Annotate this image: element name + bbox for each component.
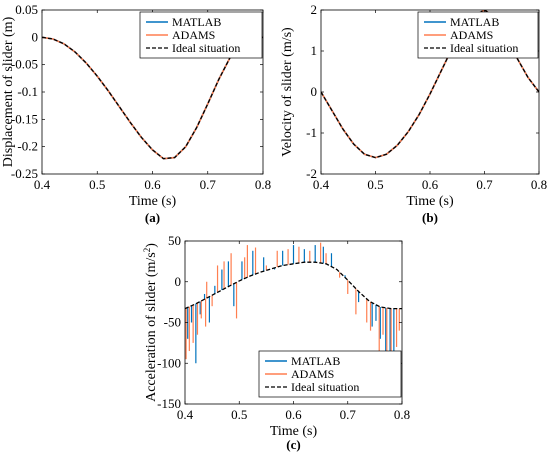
x-axis-label: Time (s) bbox=[129, 194, 177, 209]
y-tick-label: 0.05 bbox=[15, 2, 38, 17]
y-tick-label: -100 bbox=[157, 355, 181, 370]
panel-label: (c) bbox=[286, 437, 300, 452]
x-tick-label: 0.5 bbox=[231, 407, 247, 422]
y-axis-label: Acceleration of slider (m/s2) bbox=[142, 243, 159, 402]
x-tick-label: 0.7 bbox=[200, 177, 217, 192]
x-tick-label: 0.8 bbox=[394, 407, 410, 422]
x-tick-label: 0.8 bbox=[255, 177, 271, 192]
x-axis-label: Time (s) bbox=[406, 194, 454, 209]
y-tick-label: -0.25 bbox=[11, 166, 38, 181]
y-tick-label: -2 bbox=[306, 166, 317, 181]
x-tick-label: 0.5 bbox=[89, 177, 105, 192]
x-tick-label: 0.4 bbox=[34, 177, 51, 192]
legend-label-adams: ADAMS bbox=[291, 367, 334, 381]
chart-panel-1: 0.4 0.5 0.6 0.7 0.8 0.05 0 -0.05 -0.1 -0.15 -0.2 -0… bbox=[1, 2, 271, 225]
legend-label-adams: ADAMS bbox=[172, 28, 215, 42]
chart-panel-2: 0.4 0.5 0.6 0.7 0.8 2 1 0 -1 -2 Time (s) Velocity o… bbox=[280, 2, 547, 225]
y-tick-label: -50 bbox=[164, 315, 181, 330]
x-tick-label: 0.7 bbox=[340, 407, 357, 422]
y-axis-label: Velocity of slider (m/s) bbox=[280, 27, 295, 157]
legend-label-ideal-situation: Ideal situation bbox=[172, 41, 240, 55]
y-tick-label: -0.2 bbox=[17, 139, 38, 154]
legend-label-matlab: MATLAB bbox=[172, 15, 221, 29]
legend-label-ideal-situation: Ideal situation bbox=[291, 380, 359, 394]
x-tick-label: 0.6 bbox=[285, 407, 302, 422]
legend-label-matlab: MATLAB bbox=[291, 354, 340, 368]
series-line-ideal-situation bbox=[321, 10, 539, 159]
x-tick-label: 0.6 bbox=[144, 177, 161, 192]
chart-panel-3: 0.4 0.5 0.6 0.7 0.8 50 0 -50 -100 -150 Time (s) Acc… bbox=[142, 233, 410, 452]
y-tick-label: -0.05 bbox=[11, 57, 38, 72]
y-tick-label: 0 bbox=[175, 274, 182, 289]
x-tick-label: 0.7 bbox=[476, 177, 493, 192]
y-tick-label: 0 bbox=[32, 29, 39, 44]
x-tick-label: 0.5 bbox=[367, 177, 383, 192]
y-tick-label: 1 bbox=[311, 43, 318, 58]
y-tick-label: -0.1 bbox=[17, 84, 38, 99]
y-axis-label-end: ) bbox=[144, 243, 159, 248]
x-axis-label: Time (s) bbox=[270, 424, 318, 439]
x-tick-label: 0.4 bbox=[177, 407, 194, 422]
x-tick-label: 0.8 bbox=[531, 177, 547, 192]
y-axis-label-superscript: 2 bbox=[142, 248, 152, 253]
y-axis-label: Displacement of slider (m) bbox=[1, 16, 16, 167]
y-tick-label: 50 bbox=[168, 233, 181, 248]
y-tick-label: -150 bbox=[157, 396, 181, 411]
panel-label: (b) bbox=[422, 210, 438, 225]
legend-label-adams: ADAMS bbox=[450, 28, 493, 42]
x-tick-label: 0.6 bbox=[422, 177, 439, 192]
plot-area bbox=[42, 36, 263, 160]
series-line-ideal-situation bbox=[42, 36, 263, 160]
legend-label-matlab: MATLAB bbox=[450, 15, 499, 29]
panel-label: (a) bbox=[145, 210, 160, 225]
plot-area bbox=[185, 242, 402, 380]
y-tick-label: -0.15 bbox=[11, 111, 38, 126]
y-tick-label: 0 bbox=[311, 84, 318, 99]
x-tick-label: 0.4 bbox=[313, 177, 330, 192]
y-tick-label: 2 bbox=[311, 2, 318, 17]
legend-label-ideal-situation: Ideal situation bbox=[450, 41, 518, 55]
y-tick-label: -1 bbox=[306, 125, 317, 140]
